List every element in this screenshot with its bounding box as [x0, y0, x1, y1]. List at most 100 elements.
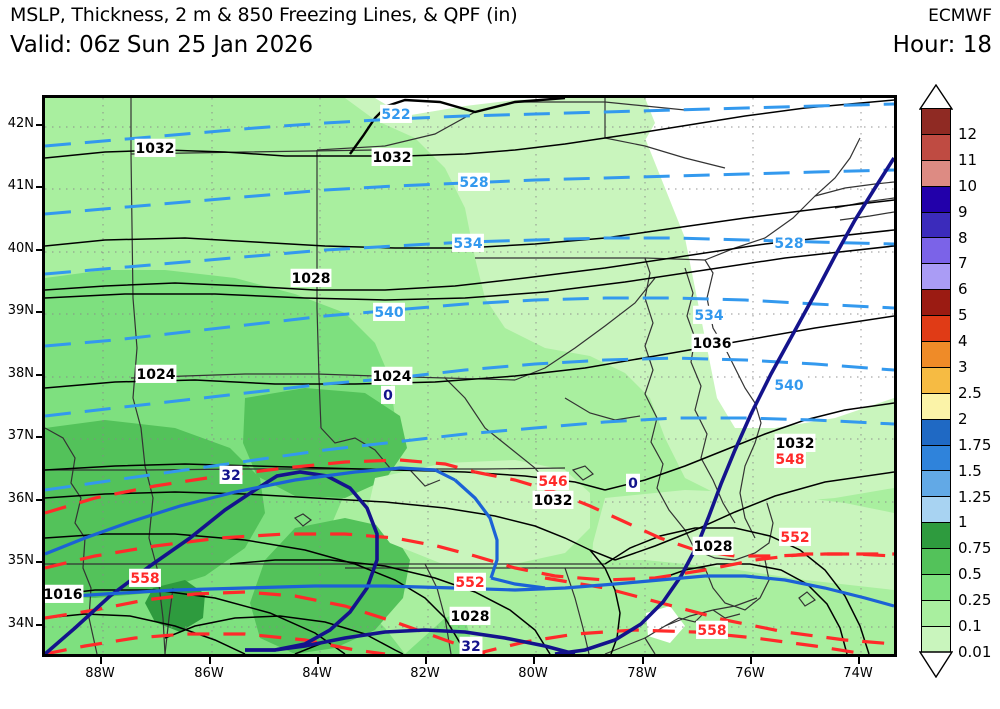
colorbar-label-8: 8 — [958, 228, 968, 247]
thickness-label-540: 540 — [774, 378, 803, 394]
lake-erie-shore — [349, 98, 566, 155]
lon-tick-78W: 78W — [627, 666, 657, 681]
lat-tick-mark — [36, 624, 44, 626]
mslp-label-1028: 1028 — [292, 271, 331, 287]
lon-tick-84W: 84W — [302, 666, 332, 681]
freezing2m-label-chip — [381, 385, 395, 404]
lon-tick-82W: 82W — [410, 666, 440, 681]
mslp-label-chip — [371, 366, 413, 385]
colorbar-label-0.1: 0.1 — [958, 617, 982, 636]
freezing850-label-chip — [696, 620, 728, 639]
thickness-label-534: 534 — [453, 236, 482, 252]
mslp-label-1032: 1032 — [776, 436, 815, 452]
colorbar-cell-5 — [922, 290, 950, 317]
freezing2m-label-chip — [626, 473, 640, 492]
freezing2m-label-chip — [219, 465, 243, 484]
colorbar-label-5: 5 — [958, 306, 968, 325]
lat-tick-37N: 37N — [7, 428, 34, 443]
colorbar-cell-0.5 — [922, 549, 950, 576]
colorbar-cell-0.75 — [922, 523, 950, 550]
colorbar-label-1.75: 1.75 — [958, 435, 992, 454]
lon-tick-mark — [750, 657, 752, 664]
freezing2m-label-0: 0 — [383, 388, 393, 404]
lon-tick-mark — [100, 657, 102, 664]
freezing850-label-chip — [129, 568, 161, 587]
mslp-label-chip — [774, 433, 816, 452]
weather-map-plot[interactable]: 1032 1032 1028 1024 1024 1036 1032 1032 1028 1028… — [42, 95, 897, 657]
chart-title: MSLP, Thickness, 2 m & 850 Freezing Line… — [10, 4, 518, 26]
thickness-label-528: 528 — [459, 175, 488, 191]
freezing850-label-552: 552 — [455, 575, 484, 591]
lat-tick-36N: 36N — [7, 491, 34, 506]
mslp-label-1024: 1024 — [137, 367, 176, 383]
lat-tick-40N: 40N — [7, 241, 34, 256]
colorbar-label-4: 4 — [958, 332, 968, 351]
lon-tick-mark — [858, 657, 860, 664]
lat-tick-mark — [36, 186, 44, 188]
freezing850-label-chip — [774, 449, 806, 468]
freezing-2m-labels: 32 32 0 0 — [219, 385, 640, 654]
qpf-colorbar[interactable] — [921, 108, 951, 653]
colorbar-label-11: 11 — [958, 150, 978, 169]
mslp-label-1028: 1028 — [451, 609, 490, 625]
thickness-label-534: 534 — [694, 308, 723, 324]
mslp-label-chip — [449, 606, 491, 625]
freezing2m-label-chip — [459, 636, 483, 654]
lon-tick-76W: 76W — [735, 666, 765, 681]
lon-tick-mark — [642, 657, 644, 664]
colorbar-label-3: 3 — [958, 358, 968, 377]
colorbar-cell-2.5 — [922, 367, 950, 394]
colorbar-cell-1.75 — [922, 419, 950, 446]
lat-tick-34N: 34N — [7, 616, 34, 631]
colorbar-cell-0.01 — [922, 626, 950, 653]
mslp-label-chip — [371, 147, 413, 166]
mslp-label-1024: 1024 — [373, 369, 412, 385]
thickness-label-chip — [452, 233, 484, 252]
header: MSLP, Thickness, 2 m & 850 Freezing Line… — [0, 0, 1000, 80]
thickness-contours — [45, 102, 894, 492]
lat-tick-mark — [36, 249, 44, 251]
lat-tick-mark — [36, 561, 44, 563]
colorbar-cell-12 — [922, 109, 950, 135]
colorbar-cell-10 — [922, 160, 950, 187]
colorbar-label-0.75: 0.75 — [958, 539, 992, 558]
mslp-label-1032: 1032 — [136, 141, 175, 157]
freezing2m-label-0: 0 — [628, 476, 638, 492]
lon-tick-88W: 88W — [85, 666, 115, 681]
colorbar-label-7: 7 — [958, 254, 968, 273]
lat-tick-mark — [36, 124, 44, 126]
colorbar-cell-11 — [922, 134, 950, 161]
mslp-label-1036: 1036 — [693, 336, 732, 352]
colorbar-cell-8 — [922, 212, 950, 239]
mslp-label-chip — [532, 490, 574, 509]
freezing850-label-chip — [537, 471, 569, 490]
colorbar-label-1.5: 1.5 — [958, 461, 982, 480]
lon-tick-74W: 74W — [843, 666, 873, 681]
freezing-line-2m-32 — [45, 157, 894, 654]
freezing850-label-546: 546 — [538, 474, 567, 490]
colorbar-label-6: 6 — [958, 280, 968, 299]
colorbar-label-0.25: 0.25 — [958, 591, 992, 610]
lat-tick-35N: 35N — [7, 553, 34, 568]
colorbar-label-0.5: 0.5 — [958, 565, 982, 584]
colorbar-cell-3 — [922, 342, 950, 368]
freezing-line-850 — [45, 458, 894, 654]
mslp-label-1028: 1028 — [694, 539, 733, 555]
lon-tick-mark — [425, 657, 427, 664]
freezing850-label-548: 548 — [775, 452, 804, 468]
colorbar-over-outline — [919, 84, 953, 110]
colorbar-label-2: 2 — [958, 409, 968, 428]
colorbar-label-1.25: 1.25 — [958, 487, 992, 506]
colorbar-label-0.01: 0.01 — [958, 643, 992, 661]
thickness-label-chip — [373, 302, 405, 321]
mslp-label-chip — [691, 333, 733, 352]
colorbar-label-2.5: 2.5 — [958, 383, 982, 402]
lat-tick-41N: 41N — [7, 178, 34, 193]
thickness-labels: 522 528 534 528 540 534 540 — [373, 104, 805, 394]
colorbar-label-9: 9 — [958, 202, 968, 221]
freezing850-label-558: 558 — [130, 571, 159, 587]
colorbar-cell-2 — [922, 393, 950, 420]
lat-tick-mark — [36, 499, 44, 501]
thickness-label-522: 522 — [381, 107, 410, 123]
lat-tick-39N: 39N — [7, 303, 34, 318]
